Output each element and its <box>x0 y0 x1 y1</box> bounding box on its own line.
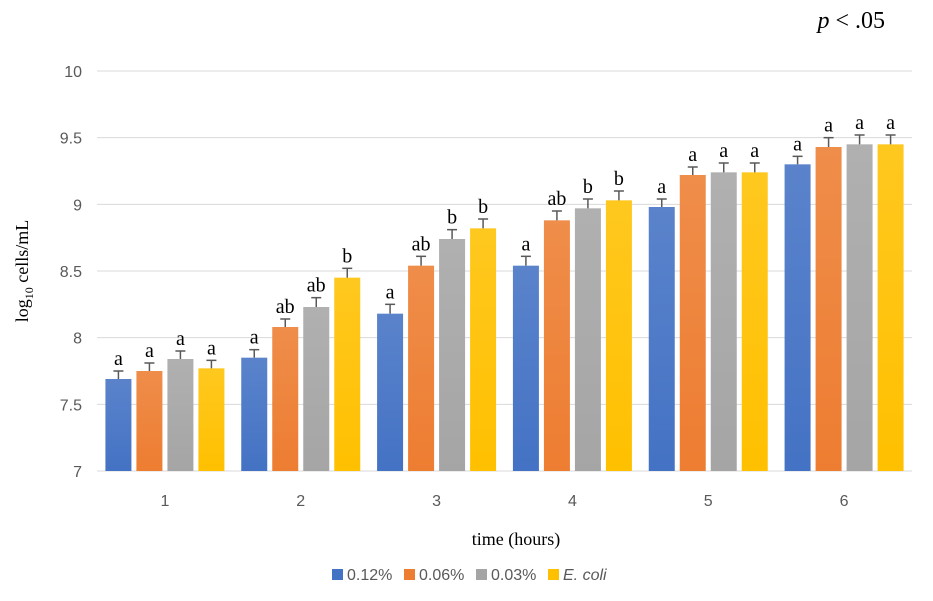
bar <box>741 172 768 472</box>
bar <box>198 368 225 471</box>
bar <box>470 228 497 471</box>
bar <box>679 175 706 471</box>
significance-letter: a <box>750 140 759 162</box>
significance-letter: a <box>176 328 185 350</box>
tick-labels: 7 7.5 8 8.5 9 9.5 10 1 2 3 4 5 6 <box>60 64 849 510</box>
legend-swatch <box>404 569 415 580</box>
bar <box>815 147 842 471</box>
bar <box>543 220 570 471</box>
significance-letter: a <box>657 176 666 198</box>
bar <box>512 265 539 471</box>
x-tick-label: 1 <box>160 493 169 510</box>
significance-letter: b <box>614 168 624 190</box>
legend-swatch <box>476 569 487 580</box>
legend-label: E. coli <box>563 567 607 584</box>
x-tick-label: 2 <box>296 493 305 510</box>
y-tick-label: 9 <box>73 197 82 214</box>
significance-letter: ab <box>276 296 295 318</box>
x-tick-label: 4 <box>568 493 577 510</box>
bar <box>877 144 904 472</box>
legend-label: 0.12% <box>347 567 392 584</box>
significance-letter: b <box>583 176 593 198</box>
significance-letter: ab <box>547 188 566 210</box>
bar <box>784 164 811 472</box>
legend-swatch <box>332 569 343 580</box>
significance-letter: a <box>386 281 395 303</box>
significance-letter: a <box>521 233 530 255</box>
bar <box>439 239 466 471</box>
significance-letter: ab <box>307 275 326 297</box>
y-axis-label: log10 cells/mL <box>12 220 36 323</box>
legend-label: 0.06% <box>419 567 464 584</box>
significance-letter: a <box>207 337 216 359</box>
significance-letter: ab <box>412 233 431 255</box>
significance-letter: a <box>719 140 728 162</box>
y-tick-label: 9.5 <box>60 131 82 148</box>
bar <box>334 277 361 471</box>
significance-letter: a <box>250 327 259 349</box>
x-tick-label: 3 <box>432 493 441 510</box>
bar <box>846 144 873 472</box>
y-tick-label: 8.5 <box>60 264 82 281</box>
bar <box>136 371 163 471</box>
x-tick-label: 5 <box>704 493 713 510</box>
y-tick-label: 7 <box>73 464 82 481</box>
legend-label: 0.03% <box>491 567 536 584</box>
bar <box>377 313 404 471</box>
significance-letter: b <box>447 207 457 229</box>
bar <box>408 265 435 471</box>
significance-letter: b <box>342 245 352 267</box>
bar <box>710 172 737 472</box>
x-tick-label: 6 <box>840 493 849 510</box>
significance-letter: b <box>478 196 488 218</box>
legend: 0.12% 0.06% 0.03% E. coli <box>332 567 607 584</box>
x-axis-label: time (hours) <box>472 529 560 550</box>
significance-annotation: p < .05 <box>815 8 885 34</box>
significance-letter: a <box>145 340 154 362</box>
bar <box>241 357 268 471</box>
y-tick-label: 7.5 <box>60 397 82 414</box>
bar <box>648 207 675 471</box>
bar <box>105 379 132 471</box>
y-tick-label: 10 <box>64 64 82 81</box>
legend-swatch <box>548 569 559 580</box>
significance-letter: a <box>824 115 833 137</box>
bar <box>167 359 194 471</box>
bar <box>574 208 601 472</box>
significance-letter: a <box>688 144 697 166</box>
bar <box>303 307 330 471</box>
significance-letter: a <box>114 348 123 370</box>
significance-letter: a <box>886 112 895 134</box>
bar <box>605 200 632 472</box>
significance-letter: a <box>855 112 864 134</box>
gridlines <box>97 70 912 472</box>
significance-letter: a <box>793 133 802 155</box>
bar <box>272 327 299 471</box>
y-tick-label: 8 <box>73 331 82 348</box>
